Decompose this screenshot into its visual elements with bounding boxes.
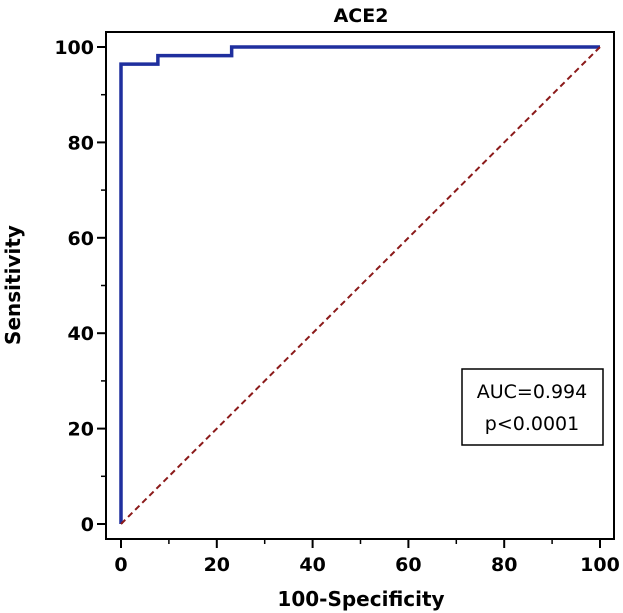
y-tick-label: 100	[54, 37, 94, 59]
axis-tick-labels: 0 20 40 60 80 100 0 20 40 60 80 100	[54, 37, 620, 576]
auc-value-text: AUC=0.994	[477, 381, 587, 403]
p-value-text: p<0.0001	[485, 413, 579, 435]
y-tick-label: 60	[68, 228, 94, 250]
y-tick-label: 80	[68, 132, 94, 154]
reference-diagonal-line	[120, 46, 601, 525]
x-tick-label: 80	[491, 554, 517, 576]
x-tick-label: 60	[395, 554, 421, 576]
y-tick-label: 40	[68, 323, 94, 345]
plot-frame	[105, 31, 615, 540]
chart-curves	[119, 45, 601, 525]
annotation-box-frame	[461, 368, 604, 446]
x-tick-label: 0	[114, 554, 127, 576]
y-tick-label: 0	[81, 514, 94, 536]
y-tick-label: 20	[68, 419, 94, 441]
x-tick-label: 40	[299, 554, 325, 576]
x-tick-label: 100	[580, 554, 620, 576]
x-tick-label: 20	[204, 554, 230, 576]
auc-annotation-box: AUC=0.994 p<0.0001	[461, 368, 604, 446]
chart-title: ACE2	[334, 5, 389, 27]
x-axis-label: 100-Specificity	[277, 587, 444, 611]
axis-ticks	[97, 46, 601, 548]
roc-curve-line	[119, 45, 600, 524]
y-axis-label: Sensitivity	[1, 225, 25, 345]
